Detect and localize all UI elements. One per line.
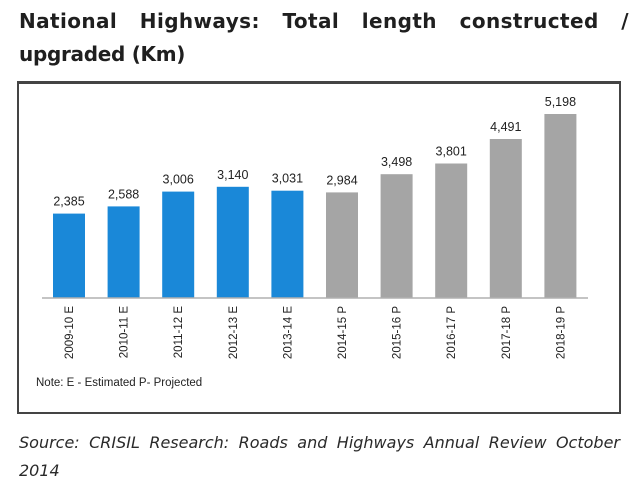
value-label: 3,006 bbox=[163, 173, 194, 187]
chart-title-line-2: upgraded (Km) bbox=[19, 42, 186, 66]
value-label: 2,984 bbox=[326, 173, 357, 187]
x-tick-label: 2015-16 P bbox=[392, 306, 404, 359]
bar-2013-14-E bbox=[271, 190, 304, 298]
source-line-2: 2014 bbox=[19, 461, 60, 480]
x-tick-label: 2016-17 P bbox=[446, 306, 458, 359]
bar-2011-12-E bbox=[162, 191, 195, 298]
bar-2012-13-E bbox=[216, 186, 249, 298]
source-caption: Source: CRISIL Research: Roads and Highw… bbox=[19, 429, 620, 485]
bars-group bbox=[53, 114, 577, 298]
value-label: 3,140 bbox=[217, 168, 248, 182]
x-tick-label: 2010-11 E bbox=[119, 306, 131, 359]
x-tick-label: 2017-18 P bbox=[501, 306, 513, 359]
chart-title: National Highways: Total length construc… bbox=[19, 5, 629, 71]
chart-frame bbox=[17, 81, 621, 414]
bar-2014-15-P bbox=[326, 192, 358, 298]
value-labels-group: 2,385 2,588 3,006 3,140 3,031 2,984 3,498 3,801… bbox=[53, 95, 576, 209]
value-label: 3,801 bbox=[436, 145, 467, 159]
value-label: 3,498 bbox=[381, 155, 412, 169]
x-tick-label: 2009-10 E bbox=[64, 306, 76, 359]
x-tick-label: 2012-13 E bbox=[228, 306, 240, 359]
bar-2018-19-P bbox=[544, 114, 577, 298]
x-tick-label: 2018-19 P bbox=[555, 306, 567, 359]
value-label: 5,198 bbox=[545, 95, 576, 109]
x-tick-labels-group: 2009-10 E 2010-11 E 2011-12 E 2012-13 E 2013… bbox=[64, 306, 567, 359]
value-label: 2,588 bbox=[108, 187, 139, 201]
bar-2010-11-E bbox=[107, 206, 140, 298]
chart-title-line-1: National Highways: Total length construc… bbox=[19, 9, 629, 33]
source-line-1: Source: CRISIL Research: Roads and Highw… bbox=[19, 433, 620, 452]
bar-2015-16-P bbox=[380, 174, 413, 298]
x-tick-label: 2013-14 E bbox=[282, 306, 294, 359]
bar-2017-18-P bbox=[489, 139, 522, 298]
x-tick-label: 2014-15 P bbox=[337, 306, 349, 359]
x-tick-label: 2011-12 E bbox=[173, 306, 185, 359]
value-label: 3,031 bbox=[272, 172, 303, 186]
chart-note: Note: E - Estimated P- Projected bbox=[36, 377, 202, 389]
value-label: 2,385 bbox=[53, 195, 84, 209]
bar-2016-17-P bbox=[435, 163, 468, 298]
value-label: 4,491 bbox=[490, 120, 521, 134]
bar-2009-10-E bbox=[53, 213, 85, 298]
